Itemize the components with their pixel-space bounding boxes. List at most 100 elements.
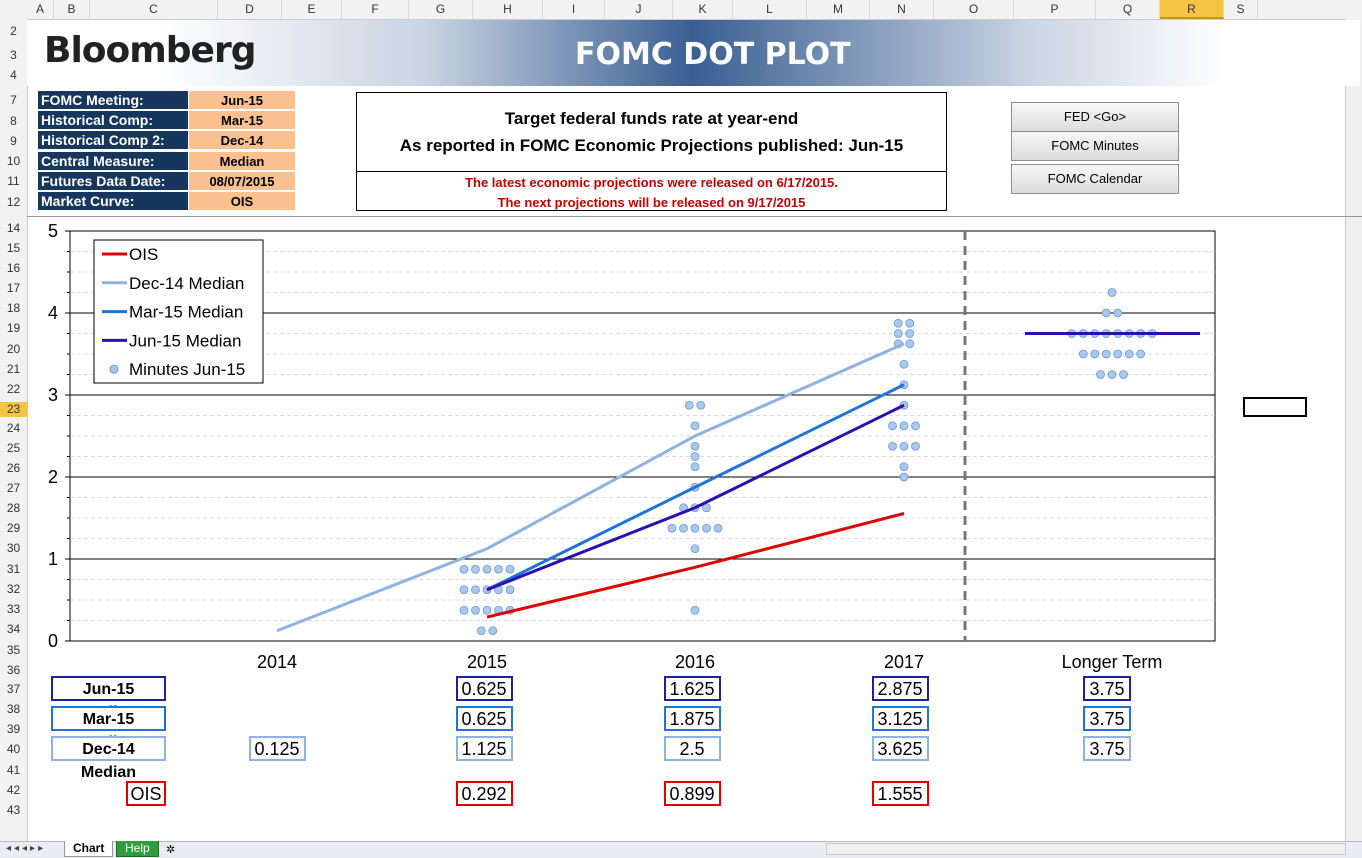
column-header-i[interactable]: I <box>543 0 605 19</box>
info-box <box>356 92 947 211</box>
row-header-10[interactable]: 10 <box>6 154 21 168</box>
column-header-r[interactable]: R <box>1160 0 1224 19</box>
row-header-15[interactable]: 15 <box>6 241 21 255</box>
row-header-39[interactable]: 39 <box>6 722 21 736</box>
row-header-14[interactable]: 14 <box>6 221 21 235</box>
row-header-43[interactable]: 43 <box>6 803 21 817</box>
row-header-29[interactable]: 29 <box>6 521 21 535</box>
tab-nav-arrows-icon[interactable]: ◂◂◂▸▸ <box>6 843 47 854</box>
row-header-35[interactable]: 35 <box>6 643 21 657</box>
column-header-c[interactable]: C <box>90 0 218 19</box>
row-header-40[interactable]: 40 <box>6 742 21 756</box>
column-header-n[interactable]: N <box>870 0 934 19</box>
row-header-3[interactable]: 3 <box>10 48 17 62</box>
row-header-18[interactable]: 18 <box>6 301 21 315</box>
row-header-4[interactable]: 4 <box>10 68 17 82</box>
row-header-19[interactable]: 19 <box>6 321 21 335</box>
column-header-p[interactable]: P <box>1014 0 1096 19</box>
column-header-g[interactable]: G <box>409 0 473 19</box>
row-header-27[interactable]: 27 <box>6 481 21 495</box>
dot-plot-point <box>696 400 706 410</box>
row-header-32[interactable]: 32 <box>6 582 21 596</box>
tab-chart[interactable]: Chart <box>64 841 114 857</box>
row-header-33[interactable]: 33 <box>6 602 21 616</box>
param-value[interactable]: Jun-15 <box>189 91 295 110</box>
row-header-17[interactable]: 17 <box>6 281 21 295</box>
param-label: FOMC Meeting: <box>38 91 188 110</box>
param-value[interactable]: OIS <box>189 192 295 211</box>
row-header-22[interactable]: 22 <box>6 382 21 396</box>
column-header-k[interactable]: K <box>673 0 733 19</box>
row-header-11[interactable]: 11 <box>7 174 20 188</box>
y-tick-label: 4 <box>48 303 58 323</box>
new-sheet-icon[interactable]: ✲ <box>166 844 176 856</box>
info-title-2: As reported in FOMC Economic Projections… <box>399 136 904 155</box>
row-header-7[interactable]: 7 <box>10 93 17 107</box>
y-tick-label: 2 <box>48 467 58 487</box>
row-header-28[interactable]: 28 <box>6 501 21 515</box>
param-value[interactable]: Median <box>189 151 295 171</box>
dot-plot-point <box>471 605 480 615</box>
row-header-9[interactable]: 9 <box>10 134 17 148</box>
row-header-24[interactable]: 24 <box>6 421 21 435</box>
table-cell: 0.625 <box>455 676 513 701</box>
column-header-a[interactable]: A <box>27 0 54 19</box>
column-header-l[interactable]: L <box>733 0 807 19</box>
x-tick-label: Longer Term <box>1062 652 1163 672</box>
dot-plot-point <box>690 462 700 472</box>
dot-plot-point <box>690 441 700 451</box>
row-header-42[interactable]: 42 <box>6 783 21 797</box>
dot-plot-point <box>905 339 915 349</box>
dot-plot-point <box>888 441 897 451</box>
param-value[interactable]: Mar-15 <box>189 111 295 131</box>
row-header-37[interactable]: 37 <box>6 682 21 696</box>
row-header-38[interactable]: 38 <box>6 702 21 716</box>
table-cell: 3.625 <box>871 736 929 761</box>
dot-plot-point <box>1107 288 1117 297</box>
dot-plot-point <box>1101 349 1111 359</box>
fomc-minutes-button[interactable]: FOMC Minutes <box>1011 131 1179 161</box>
row-header-23[interactable]: 23 <box>0 402 27 417</box>
row-header-8[interactable]: 8 <box>10 114 17 128</box>
row-header-25[interactable]: 25 <box>6 441 21 455</box>
column-header-q[interactable]: Q <box>1096 0 1160 19</box>
column-header-o[interactable]: O <box>934 0 1014 19</box>
row-header-20[interactable]: 20 <box>6 342 21 356</box>
legend-label: Mar-15 Median <box>129 303 243 322</box>
row-header-16[interactable]: 16 <box>6 261 21 275</box>
param-value[interactable]: 08/07/2015 <box>189 171 295 191</box>
dot-plot-point <box>459 585 469 595</box>
page-title: FOMC DOT PLOT <box>575 37 851 72</box>
horizontal-scrollbar[interactable] <box>826 843 1346 855</box>
column-header-f[interactable]: F <box>342 0 409 19</box>
row-header-26[interactable]: 26 <box>6 461 21 475</box>
row-header-2[interactable]: 2 <box>10 24 17 38</box>
row-header-36[interactable]: 36 <box>6 663 21 677</box>
column-header-b[interactable]: B <box>54 0 90 19</box>
vertical-scrollbar[interactable] <box>1345 19 1362 841</box>
dot-plot-point <box>1096 370 1105 379</box>
row-header-30[interactable]: 30 <box>6 541 21 555</box>
column-header-m[interactable]: M <box>807 0 870 19</box>
row-header-31[interactable]: 31 <box>6 562 21 576</box>
row-header-21[interactable]: 21 <box>6 362 21 376</box>
info-title-1: Target federal funds rate at year-end <box>504 109 799 128</box>
param-value[interactable]: Dec-14 <box>189 131 295 151</box>
x-tick-label: 2016 <box>675 652 715 672</box>
row-header-41[interactable]: 41 <box>6 763 21 777</box>
tab-help[interactable]: Help <box>116 841 159 857</box>
row-header-34[interactable]: 34 <box>6 622 21 636</box>
fomc-calendar-button[interactable]: FOMC Calendar <box>1011 164 1179 194</box>
dot-plot-point <box>1107 370 1117 379</box>
dot-plot-point <box>690 544 700 554</box>
row-header-12[interactable]: 12 <box>6 195 21 209</box>
selected-cell[interactable] <box>1243 397 1307 417</box>
dot-plot-point <box>1090 349 1100 359</box>
column-header-s[interactable]: S <box>1224 0 1258 19</box>
column-header-j[interactable]: J <box>605 0 673 19</box>
column-header-h[interactable]: H <box>473 0 543 19</box>
column-header-e[interactable]: E <box>282 0 342 19</box>
fed-go-button[interactable]: FED <Go> <box>1011 102 1179 132</box>
column-header-d[interactable]: D <box>218 0 282 19</box>
info-note-2: The next projections will be released on… <box>497 195 806 210</box>
